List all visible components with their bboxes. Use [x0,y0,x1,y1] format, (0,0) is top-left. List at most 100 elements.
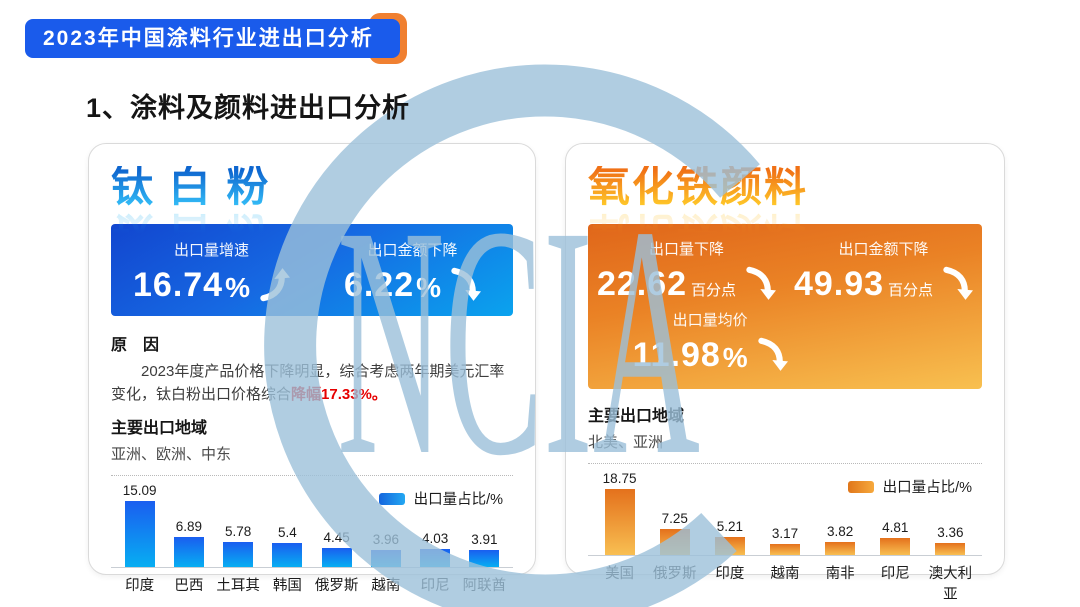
legend-swatch [847,480,874,493]
panel-title-wrap: 钛 白 粉 钛 白 粉 [111,163,513,257]
stat-export-value-decline: 出口金额下降 49.93 百分点 [785,238,982,301]
bar-category-label: 南非 [825,566,855,582]
stat-line: 16.74% [133,267,290,302]
chart-legend: 出口量占比/% [847,476,972,497]
bar-column: 3.96 [361,532,410,567]
bar-value-label: 5.78 [224,524,252,539]
legend-label: 出口量占比/% [882,480,972,496]
bar-category-label: 俄罗斯 [314,578,359,594]
stat-value: 11.98 [632,336,721,374]
stat-unit: 百分点 [691,282,737,299]
bar [714,537,745,555]
panel-title-iron-oxide: 氧化铁颜料 [588,163,809,210]
panel-title-titanium: 钛 白 粉 [111,163,271,210]
bar-category-label: 俄罗斯 [652,566,697,582]
bar-column: 4.45 [312,530,361,567]
bar-category-label: 越南 [371,578,401,594]
legend-label: 出口量占比/% [413,492,503,508]
bar-category-label: 韩国 [272,578,302,594]
arrow-down-icon [758,337,788,371]
banner-title: 2023年中国涂料行业进出口分析 [25,19,400,58]
arrow-down-icon [943,266,974,300]
bar [659,529,690,555]
stat-unit: % [225,271,250,303]
reason-paragraph: 2023年度产品价格下降明显，综合考虑两年期美元汇率变化，钛白粉出口价格综合降幅… [111,360,513,406]
bar-value-label: 4.03 [421,531,449,546]
bar-column: 3.36 [923,525,978,555]
stat-line: 11.98% [633,337,788,372]
bar [880,538,911,555]
bar-category-label: 印尼 [880,566,910,582]
bar [604,489,635,555]
iron-oxide-panel: 氧化铁颜料 氧化铁颜料 出口量下降 22.62 百分点 出口金额下降 49.93 百… [565,143,1005,603]
bar-column: 18.75 [592,471,647,555]
stat-label: 出口金额下降 [838,241,929,258]
bar-column: 7.25 [647,511,702,555]
bar-category-label: 巴西 [174,578,204,594]
stat-label: 出口量增速 [173,241,249,259]
stat-row: 出口量均价 11.98% [588,309,982,372]
bar [935,543,966,555]
arrow-down-icon [746,266,777,300]
stat-unit: 百分点 [888,282,934,299]
bar-value-label: 3.91 [471,532,498,547]
bar-value-label: 6.89 [175,519,203,534]
bar-category-label: 阿联酋 [462,578,507,594]
bar-column: 6.89 [164,519,213,567]
arrow-up-icon [260,267,290,301]
bar-column: 5.78 [214,524,263,567]
bar [272,543,303,567]
bar-value-label: 7.25 [661,511,688,526]
bar [173,537,204,567]
bar-column: 4.03 [411,531,460,567]
reason-heading: 原 因 [111,337,160,354]
bar-column: 5.4 [263,525,312,567]
bar-value-label: 4.81 [882,520,909,535]
bar-value-label: 3.96 [372,532,400,547]
bar [223,542,254,567]
bar-column: 3.91 [460,532,509,567]
panel-title-reflection: 钛 白 粉 [111,209,271,256]
bar [370,550,401,567]
bar-value-label: 15.09 [122,483,157,498]
bar [124,501,155,567]
reason-highlight: 降幅17.33%。 [291,386,387,403]
legend-swatch [378,492,405,505]
stat-value: 6.22 [343,265,415,304]
bars-labels-row: 美国 俄罗斯 印度 越南 南非 印尼 澳大利亚 [588,556,982,604]
stat-value: 22.62 [596,265,688,303]
bar-column: 3.82 [813,524,868,555]
titanium-dioxide-panel: 钛 白 粉 钛 白 粉 出口量增速 16.74% 出口金额下降 6.22% 原 … [88,143,536,594]
bar-category-label: 美国 [605,566,635,582]
bar-category-label: 澳大利亚 [928,566,973,603]
slide-title-banner: 2023年中国涂料行业进出口分析 [25,13,407,64]
export-regions-value: 北美、亚洲 [588,434,664,451]
bar-value-label: 18.75 [602,471,637,486]
bar [469,550,500,567]
bar [769,544,800,555]
bar-category-label: 土耳其 [216,578,260,594]
bars-labels-row: 印度 巴西 土耳其 韩国 俄罗斯 越南 印尼 阿联酋 [111,568,513,595]
bar-category-label: 印度 [715,566,745,582]
bar-column: 15.09 [115,483,164,567]
section-heading: 1、涂料及颜料进出口分析 [86,93,411,123]
bar-value-label: 3.36 [937,525,964,540]
bar-column: 5.21 [702,519,757,555]
bar-category-label: 印度 [125,578,155,594]
bar-column: 4.81 [868,520,923,555]
bar [825,542,856,555]
stat-value: 49.93 [793,265,885,303]
stat-unit: % [722,342,748,373]
panel-title-wrap: 氧化铁颜料 氧化铁颜料 [588,163,982,257]
stat-line: 6.22% [343,265,482,304]
stat-unit: % [416,271,442,303]
panel-title-reflection: 氧化铁颜料 [588,209,809,256]
bar-column: 3.17 [757,526,812,555]
export-regions-heading: 主要出口地域 [588,408,685,425]
stat-label: 出口金额下降 [367,241,458,259]
bar-category-label: 越南 [770,566,800,582]
bar [321,548,352,567]
stat-line: 22.62 百分点 [596,265,777,303]
chart-legend: 出口量占比/% [378,488,503,509]
stat-label: 出口量均价 [672,312,748,329]
